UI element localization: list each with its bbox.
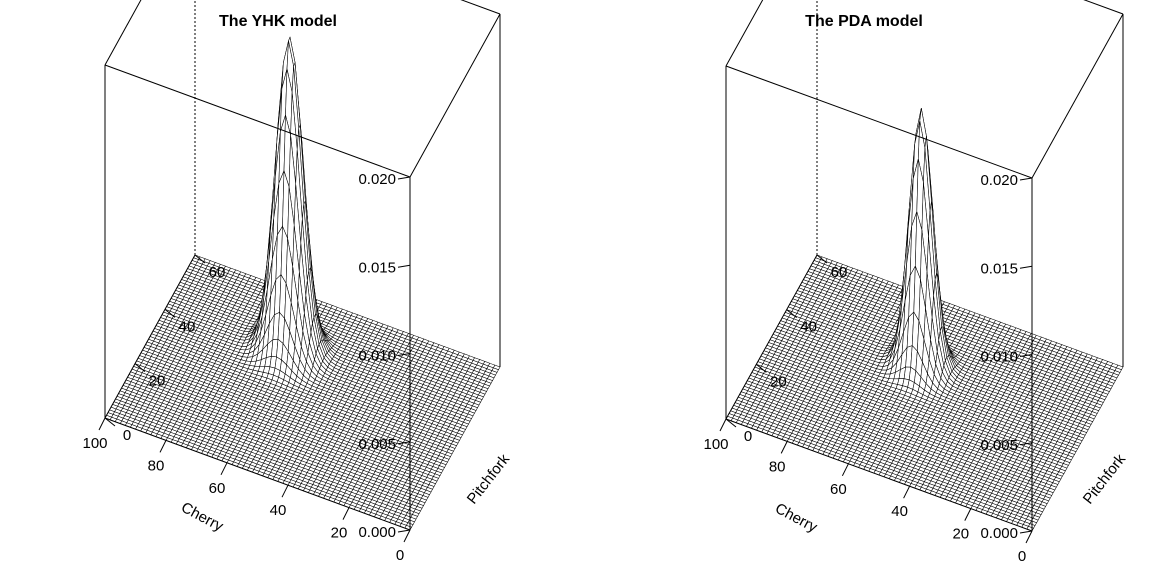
surface-plot-yhk: The YHK model 0.000 0.005 0.010 0.015 0.020 0…	[0, 0, 578, 581]
x-tick-mark	[282, 485, 288, 497]
z-tick-label: 0.015	[358, 259, 396, 276]
box-edge	[195, 0, 500, 14]
surface-mesh	[726, 108, 1123, 531]
z-tick-label: 0.000	[358, 524, 396, 541]
x-tick-mark	[404, 530, 410, 542]
chart-title: The PDA model	[805, 13, 923, 30]
z-tick-mark	[398, 530, 410, 532]
chart-title: The YHK model	[219, 13, 337, 30]
x-tick-label: 0	[396, 547, 404, 564]
x-tick-mark	[343, 508, 349, 520]
x-tick-mark	[99, 418, 105, 430]
y-tick-label: 40	[179, 318, 196, 335]
y-tick-label: 20	[149, 373, 166, 390]
z-tick-label: 0.020	[358, 171, 396, 188]
z-tick-label: 0.010	[358, 348, 396, 365]
z-tick-label: 0.005	[358, 436, 396, 453]
surface-mesh	[105, 37, 500, 530]
x-tick-mark	[221, 463, 227, 475]
y-tick-label: 0	[123, 427, 131, 444]
surface-panel-yhk: The YHK model 0.000 0.005 0.010 0.015 0.020 0…	[0, 0, 578, 581]
z-tick-mark	[398, 177, 410, 179]
x-tick-label: 100	[82, 435, 107, 452]
x-tick-label: 60	[209, 480, 226, 497]
box-edge	[105, 0, 195, 65]
x-tick-label: 40	[270, 502, 287, 519]
x-tick-label: 20	[331, 525, 348, 542]
y-tick-label: 60	[209, 264, 226, 281]
box-edge	[410, 14, 500, 177]
x-tick-mark	[160, 440, 166, 452]
x-axis-label: Cherry	[178, 499, 226, 535]
surface-plot-pda: The PDA model 0.0000.0050.0100.0150.0200…	[578, 0, 1156, 581]
z-tick-mark	[398, 265, 410, 267]
x-tick-label: 80	[148, 457, 165, 474]
box-edge	[105, 65, 410, 177]
surface-panel-pda: The PDA model 0.000 0.005 0.010 0.015 0.020 0…	[578, 0, 1156, 581]
y-axis-label: Pitchfork	[464, 451, 514, 508]
